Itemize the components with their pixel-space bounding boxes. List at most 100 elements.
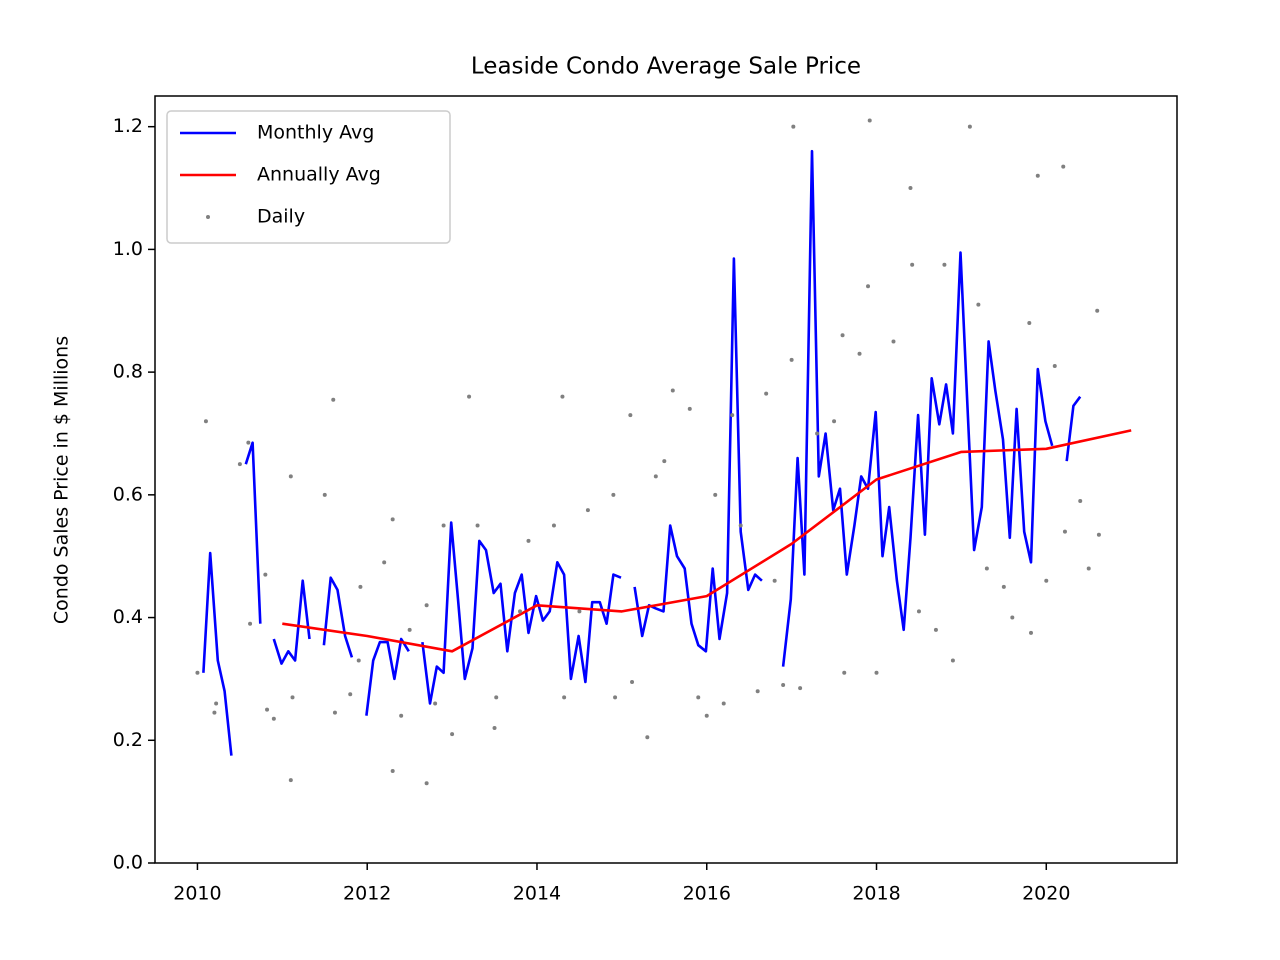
daily-point [1035, 173, 1040, 178]
daily-point [212, 710, 217, 715]
daily-point [288, 778, 293, 783]
daily-point [613, 695, 618, 700]
daily-point [1096, 532, 1101, 537]
daily-point [1086, 566, 1091, 571]
daily-point [467, 394, 472, 399]
x-tick-label: 2010 [173, 883, 221, 905]
daily-point [518, 609, 522, 614]
daily-point [738, 523, 743, 528]
daily-point [348, 692, 353, 697]
daily-point [687, 406, 692, 411]
daily-point [1052, 363, 1057, 368]
daily-point [789, 357, 794, 362]
daily-point [842, 670, 847, 675]
daily-point [713, 492, 718, 497]
daily-point [696, 695, 701, 700]
daily-point [933, 627, 938, 632]
daily-point [1001, 584, 1006, 589]
daily-point [950, 658, 955, 663]
daily-point [721, 701, 726, 706]
daily-point [611, 492, 616, 497]
series-line [282, 429, 1132, 653]
y-tick-label: 0.6 [113, 483, 143, 505]
daily-point [662, 459, 667, 464]
daily-point [494, 695, 499, 700]
daily-point [331, 397, 336, 402]
x-tick-label: 2012 [343, 883, 391, 905]
daily-point [203, 419, 208, 424]
daily-point [910, 262, 915, 267]
daily-point [562, 695, 567, 700]
daily-point [358, 584, 363, 589]
daily-point [984, 566, 989, 571]
daily-point [195, 670, 200, 675]
daily-point [891, 339, 896, 344]
daily-point [424, 603, 429, 608]
legend-label: Daily [257, 206, 305, 228]
daily-point [271, 716, 276, 721]
daily-point [772, 578, 777, 583]
y-tick-label: 0.2 [113, 729, 143, 751]
daily-point [730, 413, 735, 418]
daily-point [630, 679, 635, 684]
daily-point [265, 707, 270, 712]
y-tick-label: 0.4 [113, 606, 143, 628]
x-tick-label: 2020 [1022, 883, 1070, 905]
y-tick-label: 0.0 [113, 852, 143, 874]
daily-point [967, 124, 972, 129]
daily-point [290, 695, 295, 700]
daily-point [1044, 578, 1049, 583]
daily-point [248, 621, 253, 626]
daily-point [1078, 498, 1083, 503]
x-tick-label: 2014 [513, 883, 561, 905]
daily-point [908, 186, 913, 191]
daily-point [857, 351, 862, 356]
legend-label: Annually Avg [257, 164, 381, 186]
daily-point [781, 683, 786, 688]
daily-point [382, 560, 387, 565]
daily-point [441, 523, 446, 528]
daily-point [424, 781, 429, 786]
daily-point [704, 713, 709, 718]
daily-point [653, 474, 658, 479]
plot-frame [154, 95, 1178, 864]
x-tick-label: 2016 [683, 883, 731, 905]
daily-point [399, 713, 404, 718]
daily-point [475, 523, 480, 528]
y-axis-label: Condo Sales Price in $ Millions [51, 336, 73, 624]
daily-point [433, 701, 438, 706]
daily-point [755, 689, 760, 694]
daily-point [815, 431, 820, 436]
daily-point [214, 701, 219, 706]
legend-marker [206, 215, 210, 219]
daily-point [976, 302, 981, 307]
daily-point [670, 388, 675, 393]
daily-point [867, 118, 872, 123]
daily-point [874, 670, 879, 675]
daily-point [551, 523, 556, 528]
daily-point [492, 726, 497, 731]
daily-point [1062, 529, 1067, 534]
daily-point [577, 609, 582, 614]
daily-point [526, 538, 531, 543]
daily-point [866, 284, 871, 289]
daily-point [356, 658, 361, 663]
legend-label: Monthly Avg [257, 122, 374, 144]
chart-title: Leaside Condo Average Sale Price [471, 54, 861, 80]
daily-point [1061, 164, 1066, 169]
daily-point [798, 686, 803, 691]
legend-box [166, 110, 451, 244]
y-tick-label: 0.8 [113, 361, 143, 383]
daily-point [560, 394, 565, 399]
daily-point [1010, 615, 1015, 620]
daily-point [1095, 308, 1100, 313]
y-tick-label: 1.0 [113, 238, 143, 260]
daily-point [645, 735, 650, 740]
daily-point [1029, 630, 1033, 635]
daily-point [942, 262, 947, 267]
daily-point [332, 710, 337, 715]
daily-point [832, 419, 837, 424]
daily-point [1027, 321, 1032, 326]
daily-point [628, 413, 633, 418]
